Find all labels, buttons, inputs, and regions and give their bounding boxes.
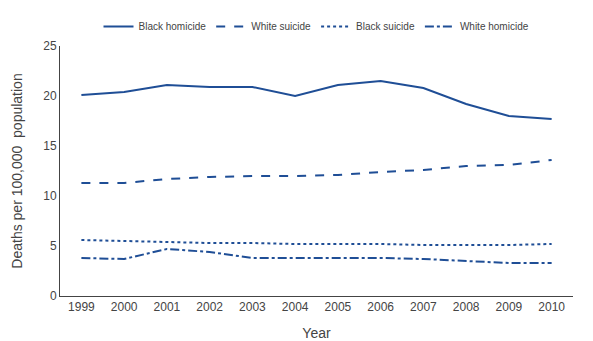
svg-text:2009: 2009 — [496, 300, 523, 314]
svg-text:10: 10 — [43, 189, 57, 203]
svg-text:White homicide: White homicide — [460, 21, 529, 32]
svg-text:Deaths per 100,000 population: Deaths per 100,000 population — [9, 73, 25, 268]
svg-text:2003: 2003 — [239, 300, 266, 314]
svg-text:2001: 2001 — [154, 300, 181, 314]
svg-text:2007: 2007 — [410, 300, 437, 314]
svg-text:Year: Year — [302, 325, 331, 341]
svg-text:20: 20 — [43, 89, 57, 103]
svg-text:2008: 2008 — [453, 300, 480, 314]
svg-text:15: 15 — [43, 139, 57, 153]
svg-text:2004: 2004 — [282, 300, 309, 314]
svg-text:25: 25 — [43, 39, 57, 53]
svg-text:Black homicide: Black homicide — [139, 21, 207, 32]
svg-text:White suicide: White suicide — [251, 21, 311, 32]
svg-text:2000: 2000 — [111, 300, 138, 314]
svg-text:2010: 2010 — [538, 300, 565, 314]
svg-text:2006: 2006 — [367, 300, 394, 314]
svg-text:1999: 1999 — [68, 300, 95, 314]
svg-text:5: 5 — [50, 239, 57, 253]
svg-text:Black suicide: Black suicide — [356, 21, 415, 32]
svg-text:2002: 2002 — [196, 300, 223, 314]
svg-text:0: 0 — [50, 289, 57, 303]
svg-text:2005: 2005 — [325, 300, 352, 314]
